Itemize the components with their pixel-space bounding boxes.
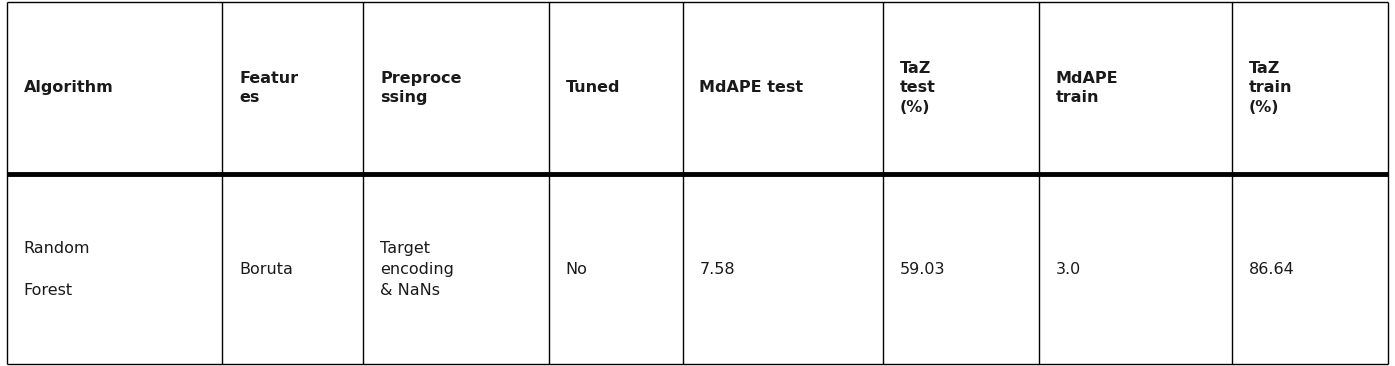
Text: 86.64: 86.64 <box>1249 262 1295 277</box>
Text: Algorithm: Algorithm <box>24 81 113 96</box>
Text: Boruta: Boruta <box>239 262 293 277</box>
Text: TaZ
test
(%): TaZ test (%) <box>900 61 936 115</box>
Text: Random

Forest: Random Forest <box>24 240 91 298</box>
Text: MdAPE
train: MdAPE train <box>1056 71 1119 105</box>
Text: Target
encoding
& NaNs: Target encoding & NaNs <box>379 240 453 298</box>
Text: 59.03: 59.03 <box>900 262 946 277</box>
Text: MdAPE test: MdAPE test <box>699 81 804 96</box>
Text: 3.0: 3.0 <box>1056 262 1081 277</box>
Text: No: No <box>566 262 587 277</box>
Text: 7.58: 7.58 <box>699 262 735 277</box>
Text: TaZ
train
(%): TaZ train (%) <box>1249 61 1292 115</box>
Text: Featur
es: Featur es <box>239 71 299 105</box>
Text: Tuned: Tuned <box>566 81 621 96</box>
Text: Preproce
ssing: Preproce ssing <box>379 71 462 105</box>
